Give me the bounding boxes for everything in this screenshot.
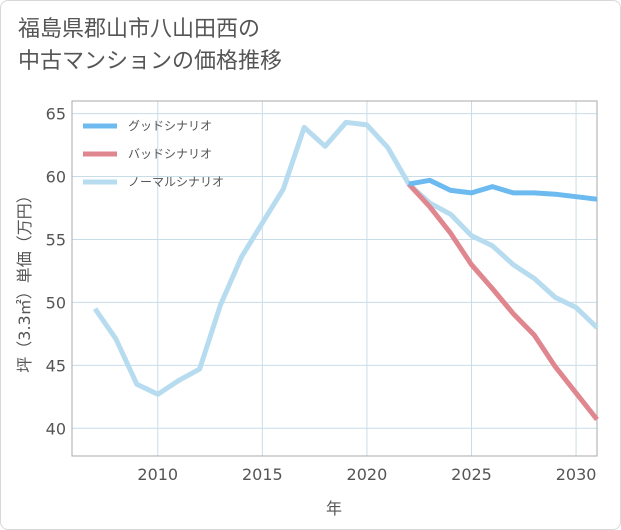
title-line-1: 福島県郡山市八山田西の	[18, 17, 261, 42]
x-axis-label: 年	[326, 499, 342, 518]
y-tick-label: 50	[46, 293, 66, 312]
series-layer	[92, 119, 599, 422]
x-tick-label: 2030	[556, 465, 597, 484]
legend-label-2: ノーマルシナリオ	[128, 175, 224, 189]
grid	[72, 101, 597, 456]
series-line-0	[408, 177, 598, 202]
y-tick-label: 40	[46, 419, 66, 438]
chart-title: 福島県郡山市八山田西の 中古マンションの価格推移	[18, 14, 578, 78]
series-line-2	[92, 119, 599, 397]
title-line-2: 中古マンションの価格推移	[18, 49, 283, 74]
y-axis-label: 坪（3.3㎡）単価（万円）	[15, 187, 34, 372]
x-tick-label: 2015	[242, 465, 283, 484]
y-tick-label: 45	[46, 356, 66, 375]
legend-label-1: バッドシナリオ	[128, 147, 212, 161]
x-tick-label: 2010	[137, 465, 178, 484]
plot-border	[71, 100, 598, 457]
x-tick-label: 2020	[347, 465, 388, 484]
y-tick-label: 60	[46, 168, 66, 187]
series-line-1	[406, 182, 599, 422]
y-tick-label: 55	[46, 230, 66, 249]
y-tick-label: 65	[46, 105, 66, 124]
x-tick-label: 2025	[451, 465, 492, 484]
tick-labels: 2010 2015 2020 2025 2030 40 45 50 55 60 65	[46, 105, 597, 484]
legend-label-0: グッドシナリオ	[128, 119, 212, 133]
